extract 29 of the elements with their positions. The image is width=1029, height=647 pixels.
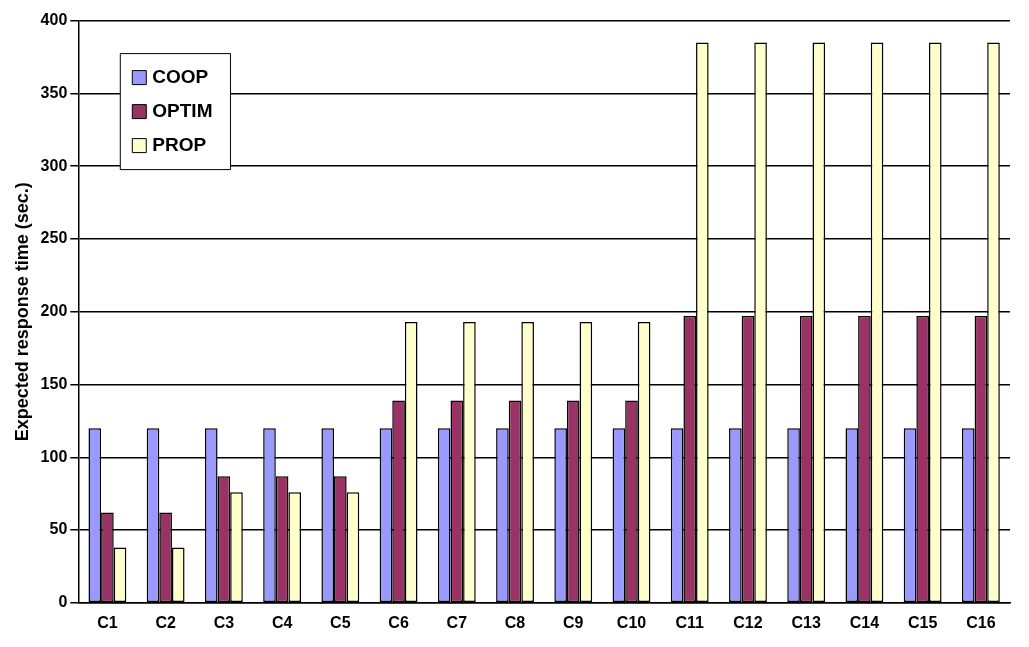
- y-tick-label: 300: [40, 156, 68, 174]
- x-tick-label: C16: [966, 613, 996, 631]
- x-tick-label: C11: [675, 613, 705, 631]
- x-tick-label: C3: [213, 613, 235, 631]
- y-tick-label: 250: [40, 229, 68, 247]
- x-tick-label: C12: [733, 613, 763, 631]
- legend-label: PROP: [152, 133, 207, 155]
- y-axis-title: Expected response time (sec.): [11, 182, 32, 442]
- x-tick-label: C2: [155, 613, 176, 631]
- x-tick-label: C4: [271, 613, 293, 631]
- x-tick-label: C5: [330, 613, 351, 631]
- x-tick-label: C7: [446, 613, 468, 631]
- x-tick-label: C1: [97, 613, 118, 631]
- y-tick-label: 200: [40, 302, 68, 320]
- x-tick-label: C14: [849, 613, 880, 631]
- y-tick-label: 350: [40, 83, 68, 101]
- y-tick-label: 400: [40, 11, 68, 29]
- x-tick-label: C9: [563, 613, 584, 631]
- x-tick-label: C8: [504, 613, 526, 631]
- legend-label: COOP: [152, 65, 209, 87]
- y-tick-label: 100: [40, 447, 68, 465]
- x-tick-label: C13: [791, 613, 821, 631]
- x-tick-label: C6: [388, 613, 409, 631]
- y-tick-label: 50: [49, 520, 68, 538]
- x-tick-label: C10: [616, 613, 647, 631]
- x-tick-label: C15: [907, 613, 938, 631]
- y-tick-label: 0: [58, 593, 68, 611]
- y-tick-label: 150: [40, 374, 68, 392]
- legend-label: OPTIM: [152, 99, 213, 121]
